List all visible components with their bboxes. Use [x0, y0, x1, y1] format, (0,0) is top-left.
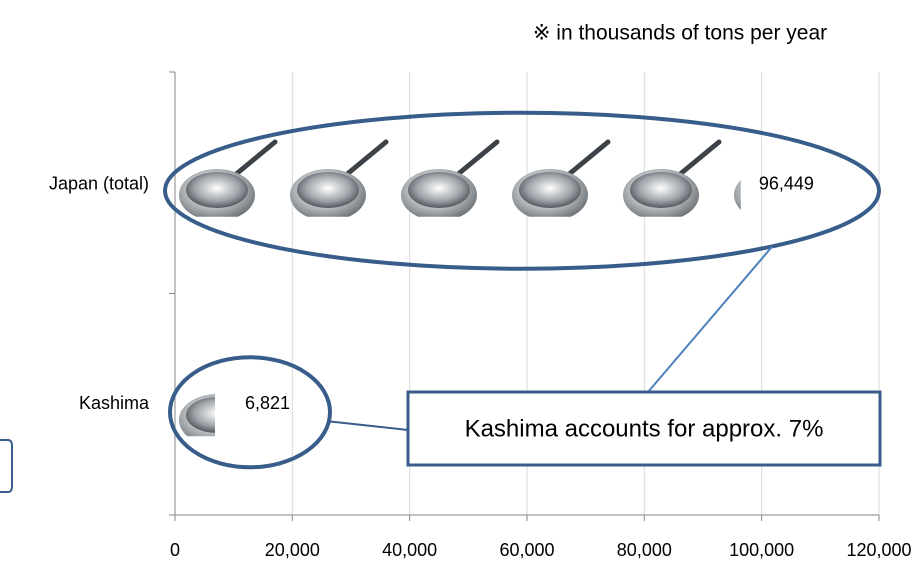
callout-pointer	[647, 246, 773, 393]
bar	[175, 136, 741, 217]
y-tick-label: Kashima	[79, 393, 150, 413]
value-label: 6,821	[245, 393, 290, 413]
highlight-ellipse	[163, 110, 881, 271]
unit-note: ※ in thousands of tons per year	[533, 22, 827, 45]
bar	[175, 356, 216, 437]
x-tick-label: 20,000	[265, 540, 320, 560]
x-tick-label: 40,000	[382, 540, 437, 560]
x-tick-label: 60,000	[499, 540, 554, 560]
x-tick-label: 80,000	[617, 540, 672, 560]
highlight-ellipse	[168, 355, 332, 470]
callout-text: Kashima accounts for approx. 7%	[465, 415, 824, 442]
edge-fragment	[0, 439, 13, 493]
x-tick-label: 100,000	[729, 540, 794, 560]
x-tick-label: 120,000	[846, 540, 911, 560]
callout-pointer	[327, 420, 409, 431]
value-label: 96,449	[759, 174, 814, 194]
callout-box	[406, 390, 882, 467]
x-tick-label: 0	[170, 540, 180, 560]
y-tick-label: Japan (total)	[49, 174, 149, 194]
